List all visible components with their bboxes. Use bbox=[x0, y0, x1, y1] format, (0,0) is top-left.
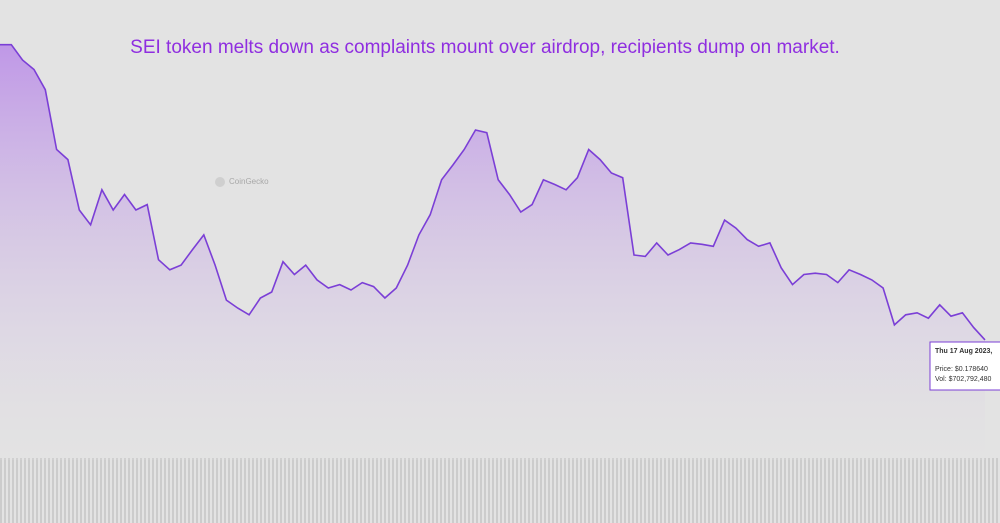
volume-bars bbox=[0, 458, 1000, 523]
watermark: CoinGecko bbox=[229, 177, 269, 186]
tooltip-price: Price: $0.178640 bbox=[935, 366, 988, 373]
plot bbox=[0, 43, 986, 460]
tooltip-volume: Vol: $702,792,480 bbox=[935, 376, 992, 383]
chart-title: SEI token melts down as complaints mount… bbox=[130, 37, 840, 58]
tooltip-box bbox=[929, 341, 1000, 391]
price-area bbox=[0, 44, 985, 460]
price-line bbox=[0, 43, 986, 341]
watermark-icon bbox=[215, 177, 225, 187]
tooltip-date: Thu 17 Aug 2023, bbox=[935, 348, 992, 355]
